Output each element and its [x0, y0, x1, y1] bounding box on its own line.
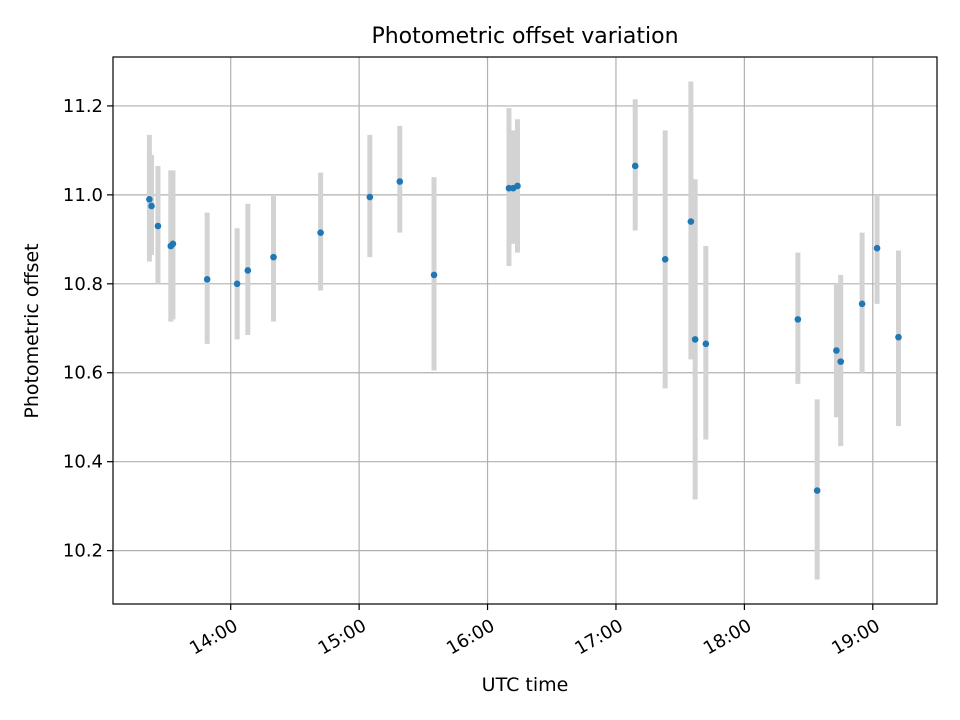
data-point — [858, 300, 866, 308]
y-tick-label: 11.0 — [63, 185, 103, 206]
data-point — [244, 267, 252, 274]
data-point — [169, 240, 177, 248]
data-point — [631, 162, 639, 170]
y-tick-label: 11.2 — [63, 96, 103, 117]
data-point — [833, 347, 840, 354]
data-point — [661, 256, 669, 263]
y-tick-label: 10.8 — [63, 274, 103, 295]
data-point — [873, 244, 881, 252]
data-point — [687, 218, 695, 225]
data-point — [233, 280, 241, 288]
data-point — [396, 178, 404, 185]
y-axis-label: Photometric offset — [21, 243, 43, 418]
data-point — [148, 202, 155, 210]
y-tick-label: 10.2 — [63, 541, 103, 562]
data-point — [895, 333, 902, 341]
plot-frame — [112, 56, 938, 605]
y-tick-label: 10.4 — [63, 452, 103, 473]
y-tick-label: 10.6 — [63, 363, 103, 384]
chart-title: Photometric offset variation — [371, 24, 678, 49]
data-point — [146, 196, 153, 203]
data-point — [702, 340, 710, 348]
data-point — [154, 222, 162, 230]
data-points — [146, 162, 902, 494]
data-point — [794, 316, 802, 323]
data-point — [366, 193, 374, 201]
data-point — [837, 358, 844, 365]
data-point — [691, 336, 699, 343]
data-point — [514, 182, 521, 190]
data-point — [813, 487, 821, 494]
x-axis-label: UTC time — [482, 674, 569, 696]
data-point — [317, 229, 324, 236]
data-point — [430, 271, 438, 279]
data-point — [270, 253, 277, 261]
data-point — [203, 276, 211, 283]
